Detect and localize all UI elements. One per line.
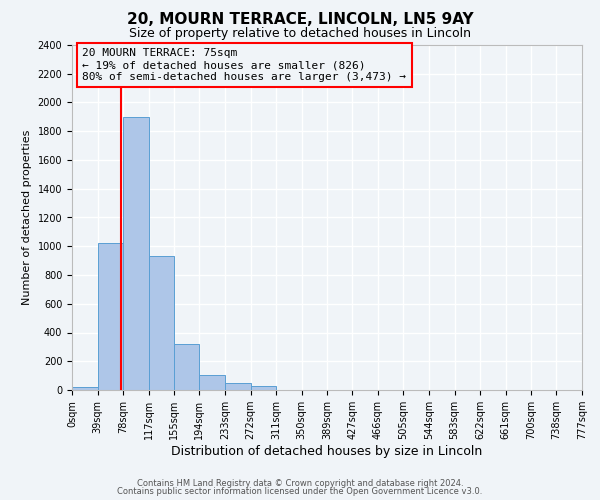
Bar (98, 242, 123, 390)
Text: Contains HM Land Registry data © Crown copyright and database right 2024.: Contains HM Land Registry data © Crown c… (137, 478, 463, 488)
Bar (174, 344, 199, 390)
Bar (251, 386, 276, 390)
Text: 20, MOURN TERRACE, LINCOLN, LN5 9AY: 20, MOURN TERRACE, LINCOLN, LN5 9AY (127, 12, 473, 28)
Text: 20 MOURN TERRACE: 75sqm
← 19% of detached houses are smaller (826)
80% of semi-d: 20 MOURN TERRACE: 75sqm ← 19% of detache… (82, 48, 406, 82)
Text: Size of property relative to detached houses in Lincoln: Size of property relative to detached ho… (129, 28, 471, 40)
Y-axis label: Number of detached properties: Number of detached properties (22, 130, 32, 305)
Bar (72, 387, 98, 390)
X-axis label: Distribution of detached houses by size in Lincoln: Distribution of detached houses by size … (172, 445, 482, 458)
Text: Contains public sector information licensed under the Open Government Licence v3: Contains public sector information licen… (118, 487, 482, 496)
Bar (225, 383, 251, 390)
Bar (123, 117, 149, 390)
Bar (199, 375, 225, 390)
Bar (149, 256, 174, 390)
